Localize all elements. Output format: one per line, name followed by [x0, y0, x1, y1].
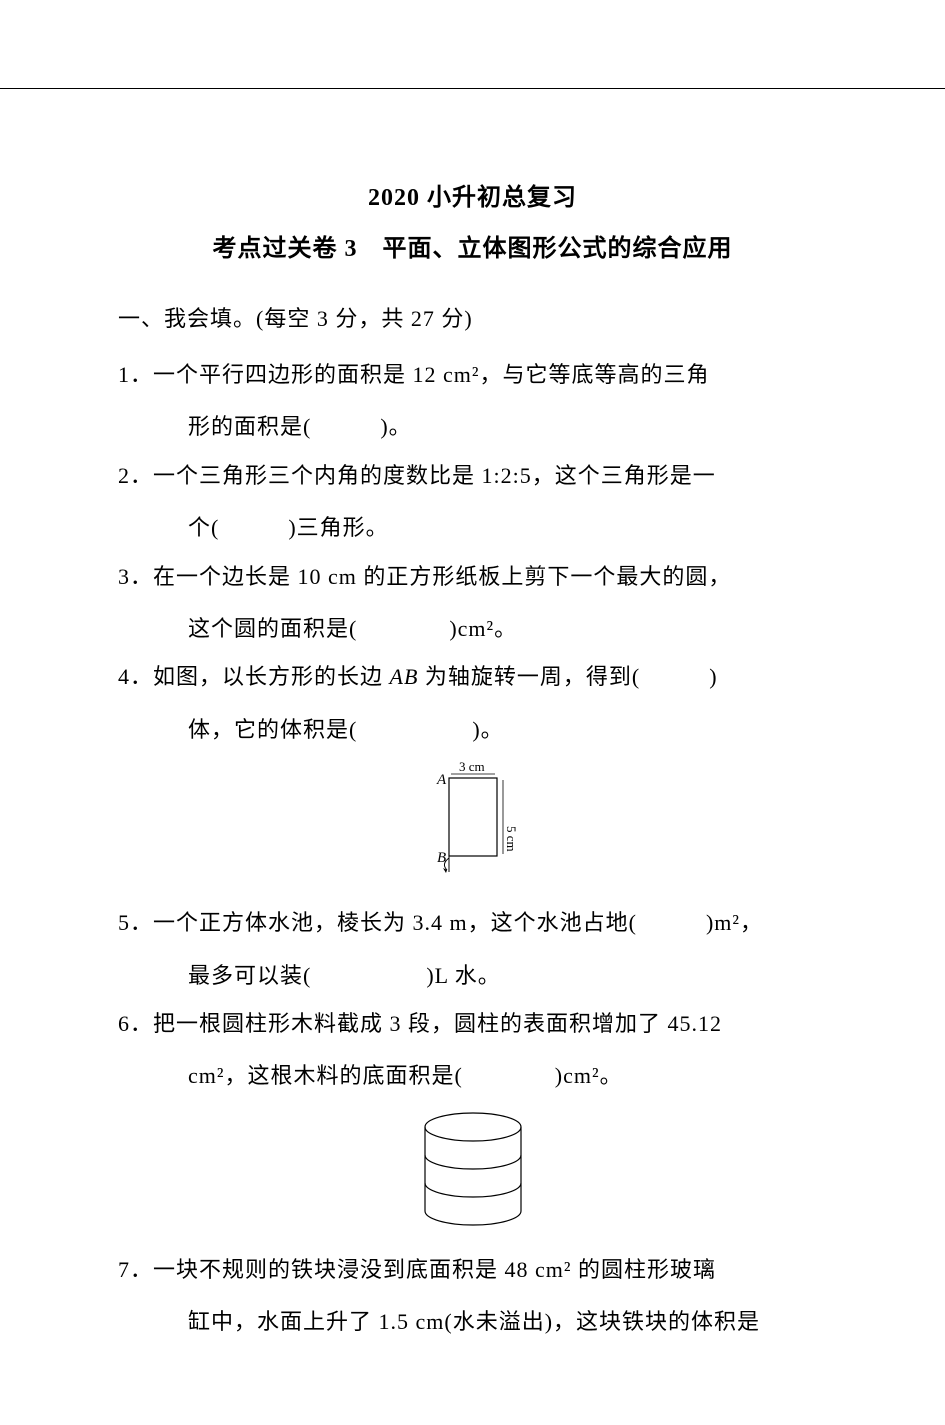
question-1-line2: 形的面积是( )。: [118, 403, 827, 451]
figure-q4-container: A B 3 cm 5 cm: [118, 762, 827, 887]
question-5-line1: 5．一个正方体水池，棱长为 3.4 m，这个水池占地( )m²，: [118, 899, 827, 947]
width-label: 3 cm: [459, 762, 485, 774]
label-A: A: [436, 772, 447, 788]
q4-part-b: 为轴旋转一周，得到( ): [418, 664, 717, 689]
question-2-line1: 2．一个三角形三个内角的度数比是 1:2:5，这个三角形是一: [118, 452, 827, 500]
rectangle-rotation-figure: A B 3 cm 5 cm: [403, 762, 543, 882]
question-1-line1: 1．一个平行四边形的面积是 12 cm²，与它等底等高的三角: [118, 351, 827, 399]
main-title: 2020 小升初总复习: [118, 177, 827, 212]
q4-ab-label: AB: [390, 664, 419, 689]
question-7-line1: 7．一块不规则的铁块浸没到底面积是 48 cm² 的圆柱形玻璃: [118, 1246, 827, 1294]
figure-q6-container: [118, 1109, 827, 1234]
question-3-line1: 3．在一个边长是 10 cm 的正方形纸板上剪下一个最大的圆，: [118, 553, 827, 601]
question-3-line2: 这个圆的面积是( )cm²。: [118, 605, 827, 653]
question-6-line2: cm²，这根木料的底面积是( )cm²。: [118, 1052, 827, 1100]
document-page: 2020 小升初总复习 考点过关卷 3 平面、立体图形公式的综合应用 一、我会填…: [0, 88, 945, 1386]
q4-part-a: 4．如图，以长方形的长边: [118, 664, 390, 689]
section-1-header: 一、我会填。(每空 3 分，共 27 分): [118, 301, 827, 333]
question-6-line1: 6．把一根圆柱形木料截成 3 段，圆柱的表面积增加了 45.12: [118, 1000, 827, 1048]
question-7-line2: 缸中，水面上升了 1.5 cm(水未溢出)，这块铁块的体积是: [118, 1298, 827, 1346]
subtitle: 考点过关卷 3 平面、立体图形公式的综合应用: [118, 228, 827, 263]
question-4-line2: 体，它的体积是( )。: [118, 706, 827, 754]
height-label: 5 cm: [504, 826, 519, 852]
question-4-line1: 4．如图，以长方形的长边 AB 为轴旋转一周，得到( ): [118, 653, 827, 701]
question-2-line2: 个( )三角形。: [118, 504, 827, 552]
question-5-line2: 最多可以装( )L 水。: [118, 952, 827, 1000]
cylinder-sections-figure: [408, 1109, 538, 1229]
